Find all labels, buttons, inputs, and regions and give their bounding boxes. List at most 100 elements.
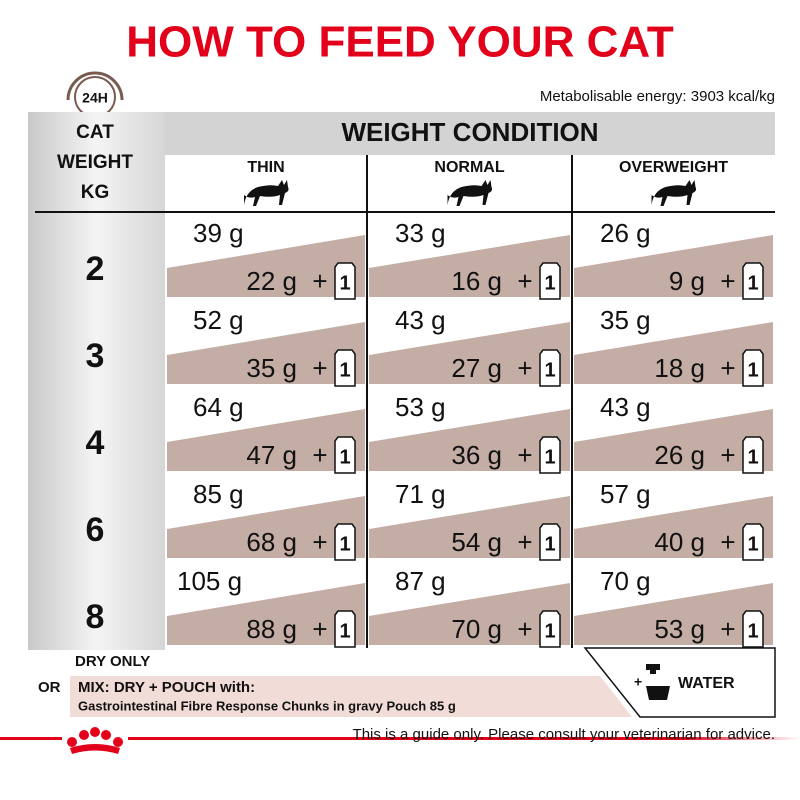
- water-plus: +: [634, 674, 642, 690]
- pouch-count: 1: [747, 533, 758, 555]
- plus: +: [312, 440, 327, 470]
- pouch-count: 1: [339, 533, 350, 555]
- pouch-count: 1: [339, 446, 350, 468]
- mix-amount: 35 g: [246, 353, 297, 383]
- plus: +: [720, 353, 735, 383]
- pouch-count: 1: [544, 446, 555, 468]
- mix-amount: 54 g: [451, 527, 502, 557]
- plus: +: [312, 353, 327, 383]
- pouch-count: 1: [747, 446, 758, 468]
- mix-band: [369, 409, 570, 471]
- column-header: OVERWEIGHT: [619, 159, 728, 176]
- or: OR: [38, 679, 61, 696]
- mix-band: [369, 583, 570, 645]
- mix-amount: 53 g: [654, 614, 705, 644]
- dry-amount: 85 g: [193, 479, 244, 509]
- mix-amount: 16 g: [451, 266, 502, 296]
- plus: +: [720, 266, 735, 296]
- pouch-icon: [742, 262, 764, 300]
- mix-amount: 18 g: [654, 353, 705, 383]
- mix-amount: 88 g: [246, 614, 297, 644]
- dry-amount: 71 g: [395, 479, 446, 509]
- pouch-count: 1: [339, 272, 350, 294]
- mix-band: [574, 496, 773, 558]
- dry-amount: 35 g: [600, 305, 651, 335]
- water: WATER: [678, 675, 735, 692]
- mix-band: [369, 322, 570, 384]
- dry-amount: 33 g: [395, 218, 446, 248]
- mix: MIX: DRY + POUCH with:: [78, 679, 255, 696]
- plus: +: [517, 440, 532, 470]
- plus: +: [517, 353, 532, 383]
- pouch-count: 1: [747, 272, 758, 294]
- water-icon: [646, 664, 670, 700]
- dry-amount: 105 g: [177, 566, 242, 596]
- mix-band: [167, 583, 365, 645]
- dry-amount: 57 g: [600, 479, 651, 509]
- dry-amount: 43 g: [395, 305, 446, 335]
- pouch-count: 1: [544, 359, 555, 381]
- product: Gastrointestinal Fibre Response Chunks i…: [78, 698, 456, 713]
- pouch-count: 1: [544, 533, 555, 555]
- pouch-count: 1: [747, 620, 758, 642]
- condition-band: [165, 112, 775, 155]
- column-header: THIN: [247, 159, 284, 176]
- footer-rule: [0, 737, 800, 740]
- pouch-icon: [539, 262, 561, 300]
- badge: 24H: [66, 71, 124, 118]
- mix-amount: 22 g: [246, 266, 297, 296]
- mix-amount: 68 g: [246, 527, 297, 557]
- weight-header: CAT: [76, 122, 114, 143]
- mix-band: [369, 235, 570, 297]
- pouch-icon: [334, 610, 356, 648]
- pouch-count: 1: [339, 620, 350, 642]
- mix-amount: 36 g: [451, 440, 502, 470]
- mix-band: [167, 235, 365, 297]
- weight: 3: [86, 337, 105, 375]
- condition-header: WEIGHT CONDITION: [341, 117, 598, 147]
- pouch-icon: [539, 436, 561, 474]
- mix-band: [167, 496, 365, 558]
- plus: +: [720, 527, 735, 557]
- weight: 6: [86, 511, 105, 549]
- energy: Metabolisable energy: 3903 kcal/kg: [540, 88, 775, 105]
- pouch-count: 1: [544, 272, 555, 294]
- dry-amount: 70 g: [600, 566, 651, 596]
- pouch-icon: [334, 436, 356, 474]
- pouch-icon: [539, 349, 561, 387]
- pouch-icon: [334, 262, 356, 300]
- plus: +: [517, 527, 532, 557]
- plus: +: [720, 440, 735, 470]
- cat-icon: [651, 180, 697, 206]
- mix-amount: 27 g: [451, 353, 502, 383]
- pouch-count: 1: [339, 359, 350, 381]
- plus: +: [312, 527, 327, 557]
- plus: +: [312, 614, 327, 644]
- water-box: [583, 647, 776, 718]
- mix-amount: 9 g: [669, 266, 705, 296]
- pouch-icon: [539, 523, 561, 561]
- weight-panel: [28, 112, 165, 650]
- mix-amount: 40 g: [654, 527, 705, 557]
- dry-amount: 43 g: [600, 392, 651, 422]
- pouch-icon: [539, 610, 561, 648]
- pouch-count: 1: [544, 620, 555, 642]
- pouch-icon: [742, 349, 764, 387]
- badge-text: 24H: [82, 90, 108, 106]
- mix-amount: 70 g: [451, 614, 502, 644]
- mix-band: [167, 322, 365, 384]
- weight-header: KG: [81, 182, 110, 203]
- plus: +: [517, 614, 532, 644]
- dry-amount: 26 g: [600, 218, 651, 248]
- cat-icon: [447, 180, 493, 206]
- pouch-icon: [334, 349, 356, 387]
- mix-band: [70, 676, 632, 717]
- mix-amount: 26 g: [654, 440, 705, 470]
- dry-amount: 64 g: [193, 392, 244, 422]
- weight: 2: [86, 250, 105, 288]
- pouch-count: 1: [747, 359, 758, 381]
- mix-amount: 47 g: [246, 440, 297, 470]
- mix-band: [574, 409, 773, 471]
- weight: 4: [86, 424, 105, 462]
